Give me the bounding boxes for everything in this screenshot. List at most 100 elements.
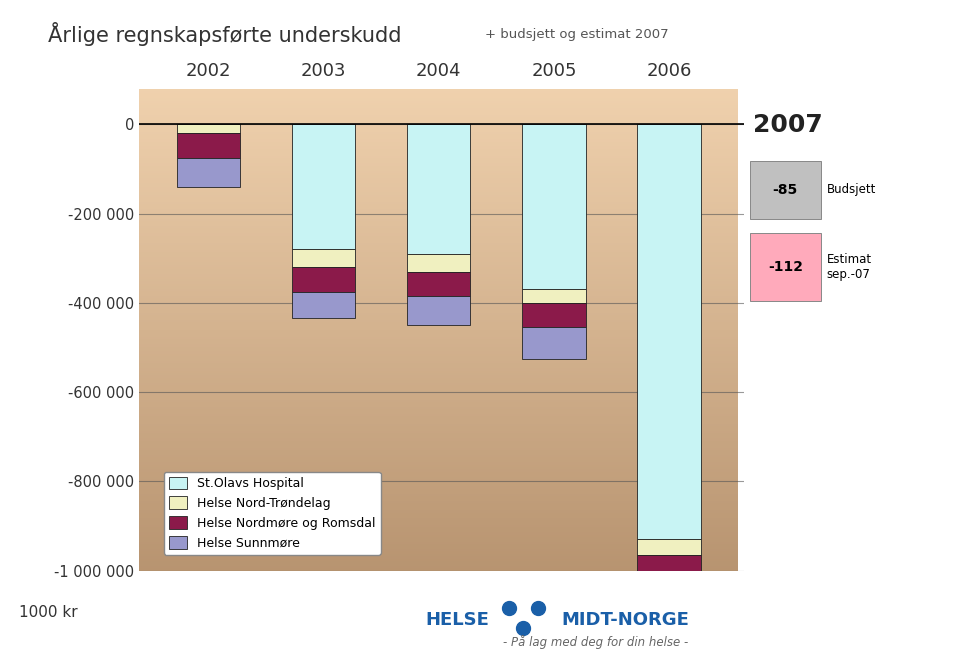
Bar xyxy=(139,224,738,226)
Bar xyxy=(139,137,738,139)
Bar xyxy=(139,218,738,221)
Bar xyxy=(139,156,738,159)
Bar xyxy=(139,472,738,474)
Bar xyxy=(139,106,738,108)
Bar xyxy=(139,270,738,272)
Bar xyxy=(139,238,738,241)
Bar xyxy=(139,402,738,404)
Bar xyxy=(139,339,738,342)
Bar xyxy=(139,378,738,380)
Bar xyxy=(139,564,738,566)
Bar xyxy=(139,129,738,132)
Text: + budsjett og estimat 2007: + budsjett og estimat 2007 xyxy=(485,28,668,41)
Bar xyxy=(139,291,738,293)
Text: 1000 kr: 1000 kr xyxy=(19,605,78,620)
Bar xyxy=(139,371,738,373)
Text: 2007: 2007 xyxy=(754,113,824,136)
Bar xyxy=(139,142,738,144)
Bar xyxy=(139,332,738,335)
Bar xyxy=(139,89,738,91)
Bar xyxy=(139,195,738,197)
Bar xyxy=(139,182,738,185)
Bar xyxy=(139,228,738,231)
Bar xyxy=(139,209,738,211)
Bar xyxy=(750,161,821,218)
Bar xyxy=(139,356,738,359)
Bar xyxy=(139,477,738,479)
Bar xyxy=(139,496,738,499)
Bar xyxy=(139,154,738,156)
Bar xyxy=(139,221,738,224)
Bar xyxy=(139,125,738,127)
Text: Estimat
sep.-07: Estimat sep.-07 xyxy=(827,253,872,281)
Bar xyxy=(177,157,240,187)
Bar xyxy=(139,426,738,428)
Bar xyxy=(139,171,738,173)
Bar xyxy=(139,231,738,233)
Bar xyxy=(139,279,738,281)
Bar xyxy=(139,281,738,284)
Bar xyxy=(139,207,738,209)
Text: -112: -112 xyxy=(768,260,803,274)
Bar xyxy=(139,388,738,390)
Bar xyxy=(139,214,738,216)
Bar xyxy=(139,337,738,339)
Bar xyxy=(139,192,738,195)
Bar xyxy=(139,366,738,368)
Bar xyxy=(139,188,738,190)
Bar xyxy=(139,424,738,426)
Bar xyxy=(750,234,821,300)
Bar xyxy=(139,274,738,277)
Bar xyxy=(139,539,738,542)
Text: Budsjett: Budsjett xyxy=(827,183,876,196)
Bar xyxy=(139,395,738,397)
Bar xyxy=(139,527,738,530)
Bar xyxy=(637,580,701,604)
Bar xyxy=(139,127,738,129)
Bar xyxy=(139,390,738,392)
Bar xyxy=(139,559,738,561)
Bar xyxy=(292,124,355,249)
Bar xyxy=(139,525,738,527)
Bar xyxy=(139,264,738,267)
Bar xyxy=(139,103,738,106)
Bar xyxy=(139,520,738,522)
Bar xyxy=(139,344,738,346)
Bar xyxy=(139,226,738,228)
Bar xyxy=(522,289,586,303)
Bar xyxy=(139,277,738,279)
Bar xyxy=(139,152,738,154)
Bar xyxy=(139,354,738,356)
Bar xyxy=(139,190,738,192)
Bar xyxy=(139,513,738,515)
Bar xyxy=(139,175,738,178)
Bar xyxy=(139,554,738,556)
Bar xyxy=(139,146,738,149)
Bar xyxy=(139,400,738,402)
Bar xyxy=(139,248,738,250)
Bar xyxy=(139,325,738,327)
Bar xyxy=(139,368,738,371)
Bar xyxy=(139,113,738,115)
Bar xyxy=(139,352,738,354)
Text: -85: -85 xyxy=(773,183,798,197)
Bar xyxy=(139,467,738,470)
Bar xyxy=(139,272,738,274)
Bar xyxy=(139,438,738,441)
Bar xyxy=(139,434,738,436)
Bar xyxy=(292,267,355,292)
Bar xyxy=(139,508,738,510)
Bar xyxy=(139,450,738,453)
Bar xyxy=(139,361,738,363)
Bar xyxy=(139,542,738,544)
Bar xyxy=(139,296,738,298)
Bar xyxy=(139,404,738,407)
Bar xyxy=(139,532,738,535)
Bar xyxy=(139,159,738,161)
Bar xyxy=(139,359,738,361)
Bar xyxy=(139,180,738,182)
Bar xyxy=(139,255,738,257)
Bar xyxy=(139,236,738,238)
Bar xyxy=(139,289,738,291)
Bar xyxy=(139,202,738,204)
